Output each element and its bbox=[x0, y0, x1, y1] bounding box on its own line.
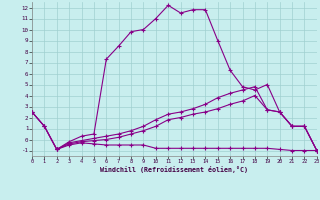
X-axis label: Windchill (Refroidissement éolien,°C): Windchill (Refroidissement éolien,°C) bbox=[100, 166, 248, 173]
